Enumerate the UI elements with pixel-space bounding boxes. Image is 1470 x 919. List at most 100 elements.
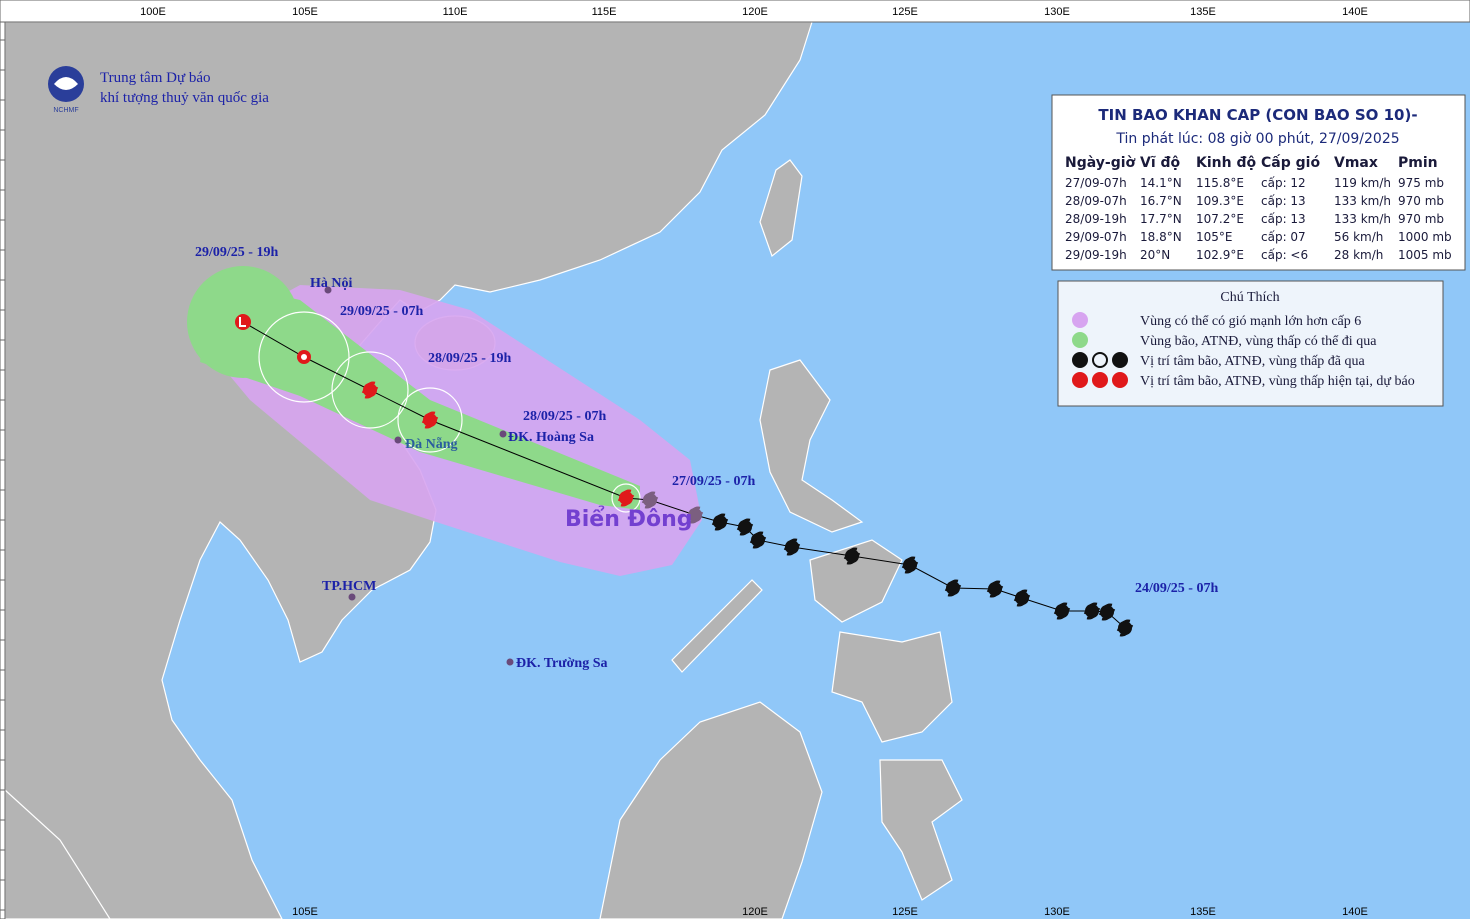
legend-icon	[1112, 352, 1128, 368]
table-cell: 28/09-19h	[1065, 212, 1127, 226]
table-cell: cấp: 13	[1261, 212, 1306, 226]
past-position	[1116, 619, 1134, 637]
past-position	[783, 538, 801, 556]
track-label: 28/09/25 - 19h	[428, 351, 511, 366]
table-cell: 1005 mb	[1398, 248, 1452, 262]
place-dot	[348, 593, 356, 601]
table-cell: 16.7°N	[1140, 194, 1182, 208]
past-position	[944, 579, 962, 597]
table-title: TIN BAO KHAN CAP (CON BAO SO 10)-	[1098, 106, 1417, 124]
top-tick-label: 110E	[443, 6, 468, 18]
forecast-position-l	[239, 317, 246, 327]
past-position	[843, 547, 861, 565]
past-position	[986, 580, 1004, 598]
forecast-position-ring	[301, 354, 307, 360]
table-cell: 119 km/h	[1334, 176, 1391, 190]
past-position-swirl	[749, 531, 767, 549]
legend-swatch	[1072, 312, 1088, 328]
table-cell: cấp: 07	[1261, 230, 1306, 244]
top-tick-label: 140E	[1342, 6, 1368, 18]
storm-zone	[200, 280, 640, 510]
sea-label: Biển Đông	[565, 506, 693, 532]
column-header: Kinh độ	[1196, 155, 1256, 171]
table-cell: 975 mb	[1398, 176, 1444, 190]
forecast-position	[361, 381, 379, 399]
bottom-tick-label: 130E	[1044, 906, 1070, 918]
past-position-swirl	[986, 580, 1004, 598]
table-cell: 28/09-07h	[1065, 194, 1127, 208]
table-cell: 102.9°E	[1196, 248, 1244, 262]
table-cell: cấp: 12	[1261, 176, 1306, 190]
past-position-swirl	[641, 491, 659, 509]
table-cell: 1000 mb	[1398, 230, 1452, 244]
track-label: 29/09/25 - 19h	[195, 245, 278, 260]
past-position	[1013, 589, 1031, 607]
past-position-swirl	[901, 556, 919, 574]
past-position	[1053, 602, 1071, 620]
column-header: Vĩ độ	[1140, 155, 1181, 171]
past-position-swirl	[944, 579, 962, 597]
past-position	[1098, 603, 1116, 621]
past-position-swirl	[1083, 602, 1101, 620]
place-label: Hà Nội	[310, 276, 353, 291]
past-position-swirl	[736, 518, 754, 536]
top-tick-label: 125E	[892, 6, 918, 18]
forecast-position-swirl	[361, 381, 379, 399]
place-dot	[506, 658, 514, 666]
track-label: 28/09/25 - 07h	[523, 409, 606, 424]
table-cell: 970 mb	[1398, 212, 1444, 226]
top-tick-label: 105E	[292, 6, 318, 18]
past-position-swirl	[1013, 589, 1031, 607]
top-ruler	[0, 0, 1470, 23]
legend-item: Vùng có thể có gió mạnh lớn hơn cấp 6	[1140, 314, 1361, 329]
bottom-tick-label: 140E	[1342, 906, 1368, 918]
forecast-position-swirl	[617, 489, 635, 507]
column-header: Pmin	[1398, 155, 1438, 171]
table-cell: 20°N	[1140, 248, 1170, 262]
forecast-position	[421, 411, 439, 429]
legend-item: Vị trí tâm bão, ATNĐ, vùng thấp hiện tại…	[1140, 374, 1415, 389]
bottom-tick-label: 135E	[1190, 906, 1216, 918]
left-ruler	[0, 21, 6, 919]
bottom-tick-label: 120E	[742, 906, 768, 918]
table-cell: 109.3°E	[1196, 194, 1244, 208]
logo	[48, 66, 84, 102]
logo-text: NCHMF	[53, 107, 78, 114]
table-cell: 14.1°N	[1140, 176, 1182, 190]
past-position	[711, 513, 729, 531]
table-cell: cấp: <6	[1261, 248, 1308, 262]
past-position-swirl	[783, 538, 801, 556]
legend-icon	[1092, 352, 1108, 368]
past-position-swirl	[1116, 619, 1134, 637]
legend-icon	[1112, 372, 1128, 388]
track-label: 29/09/25 - 07h	[340, 304, 423, 319]
past-position	[1083, 602, 1101, 620]
place-dot	[394, 436, 402, 444]
past-position-swirl	[711, 513, 729, 531]
table-cell: 18.8°N	[1140, 230, 1182, 244]
place-label: Đà Nẵng	[405, 436, 458, 452]
table-subtitle: Tin phát lúc: 08 giờ 00 phút, 27/09/2025	[1115, 131, 1399, 147]
table-cell: 133 km/h	[1334, 212, 1391, 226]
forecast-circles	[258, 311, 641, 513]
place-label: TP.HCM	[322, 579, 376, 594]
table-cell: 27/09-07h	[1065, 176, 1127, 190]
past-position	[686, 506, 704, 524]
place-label: ĐK. Trường Sa	[516, 656, 608, 671]
org-line: Trung tâm Dự báo	[100, 70, 211, 86]
table-cell: 17.7°N	[1140, 212, 1182, 226]
past-position	[901, 556, 919, 574]
past-position-swirl	[686, 506, 704, 524]
org-line: khí tượng thuỷ văn quốc gia	[100, 90, 269, 106]
legend-icon	[1072, 372, 1088, 388]
table-cell: 107.2°E	[1196, 212, 1244, 226]
top-tick-label: 115E	[592, 6, 617, 18]
track-label: 27/09/25 - 07h	[672, 474, 755, 489]
past-position	[736, 518, 754, 536]
table-cell: 115.8°E	[1196, 176, 1244, 190]
table-cell: 970 mb	[1398, 194, 1444, 208]
legend-title: Chú Thích	[1220, 290, 1279, 305]
legend-swatch	[1072, 332, 1088, 348]
